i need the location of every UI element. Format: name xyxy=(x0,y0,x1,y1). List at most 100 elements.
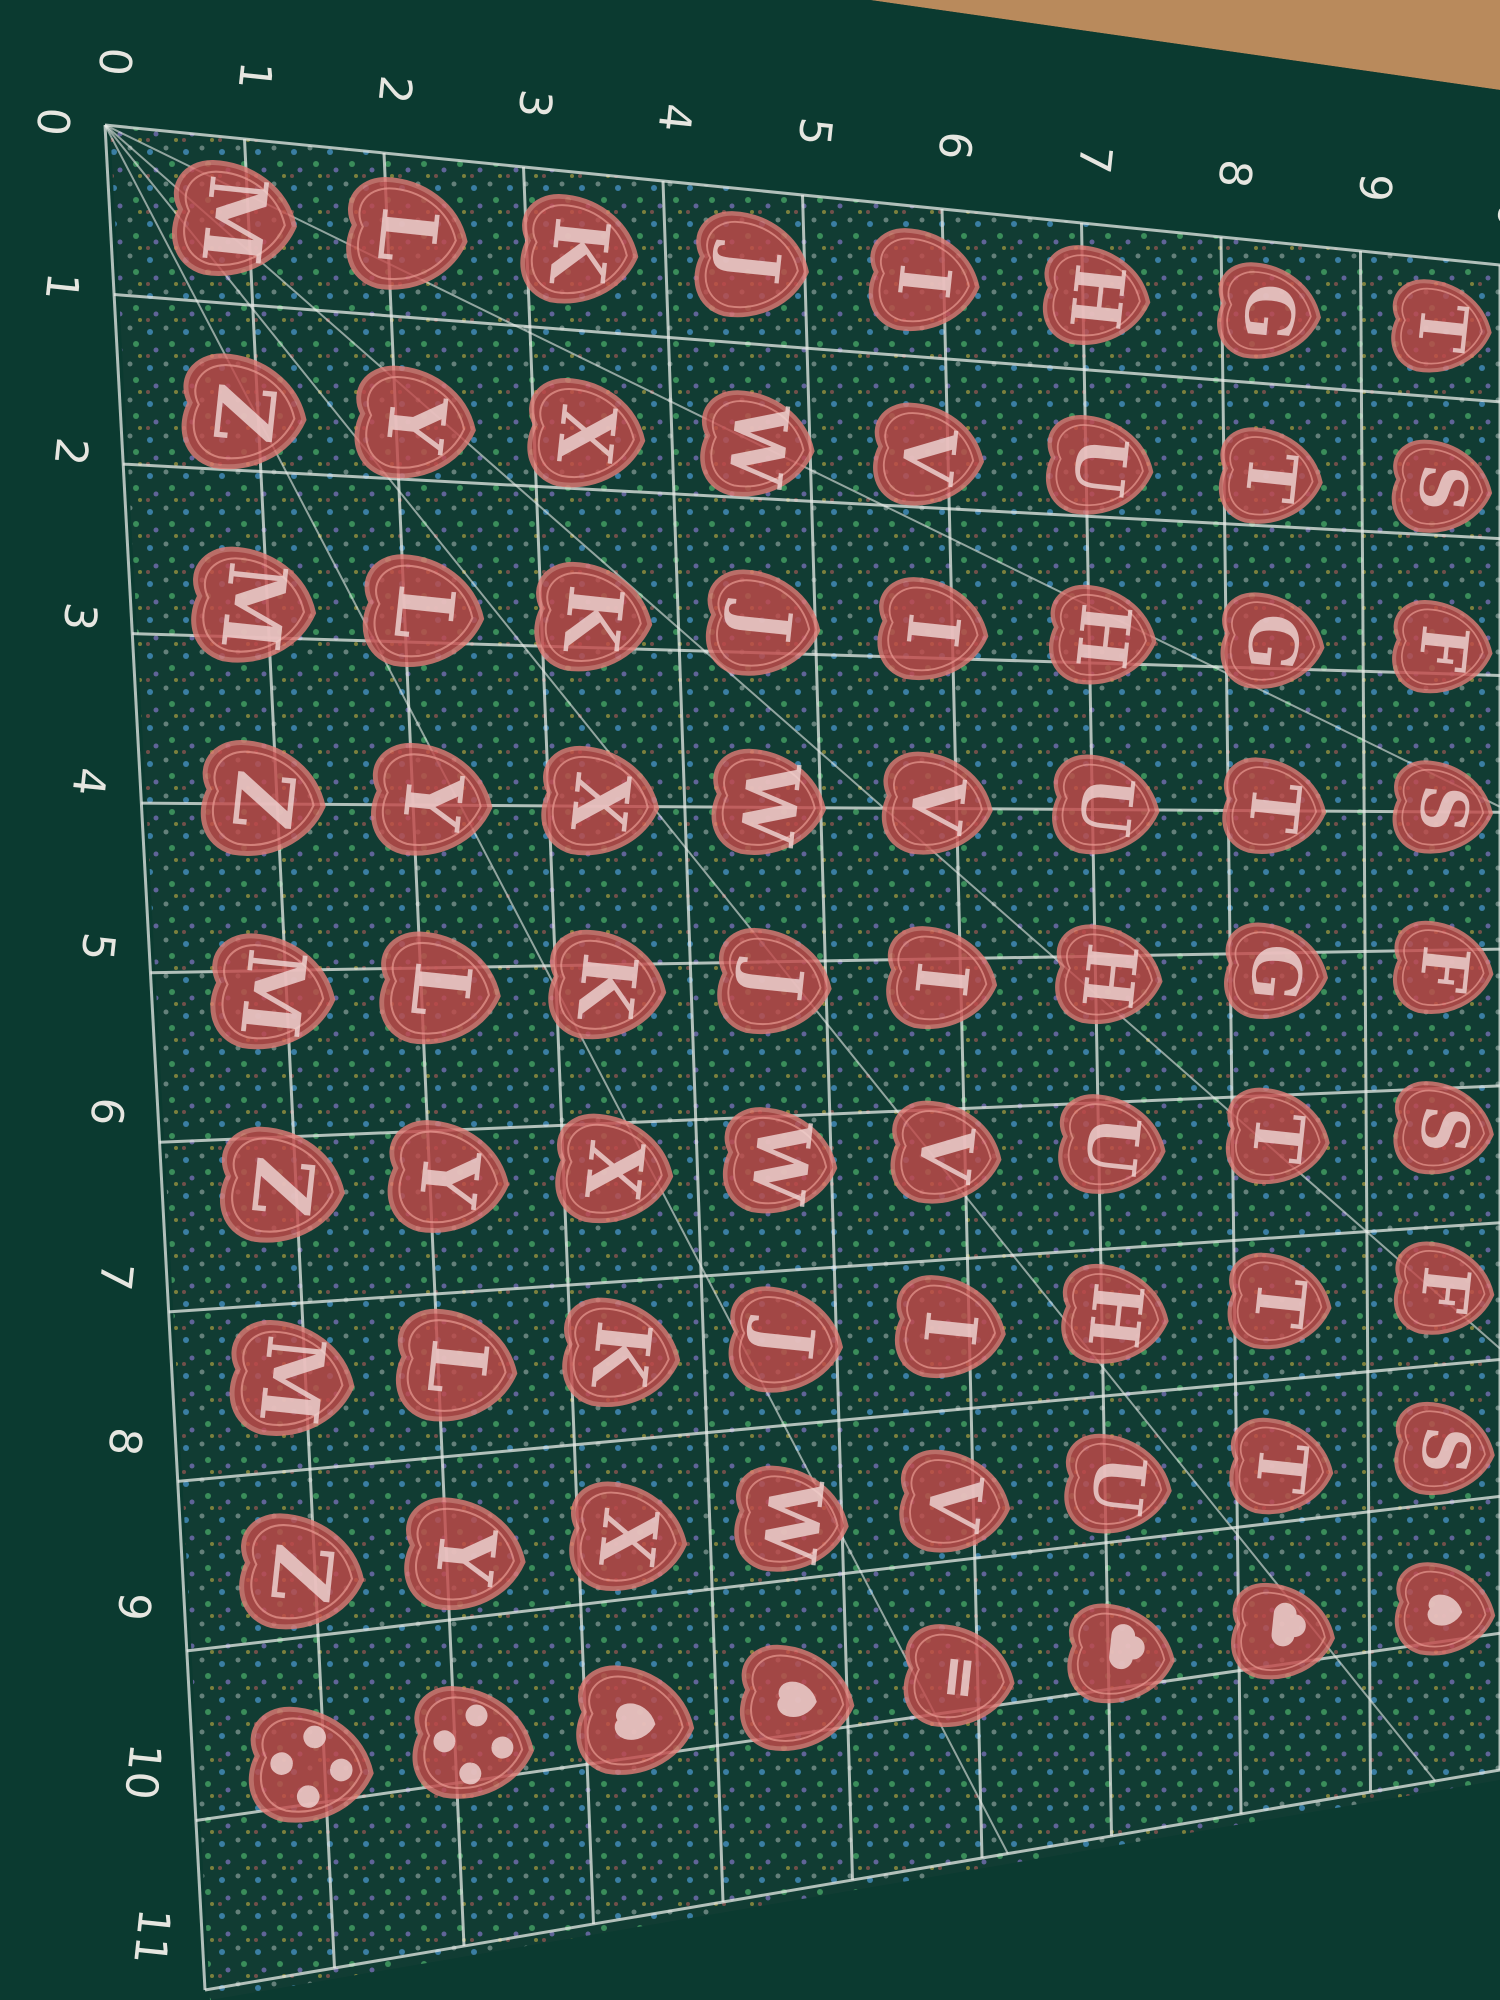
heart-sticker: J xyxy=(717,927,832,1035)
heart-sticker: T xyxy=(1227,1252,1332,1350)
heart-sticker: J xyxy=(694,211,809,318)
heart-sticker xyxy=(1394,1562,1496,1656)
sticker-letter: F xyxy=(1403,622,1482,675)
heart-sticker: M xyxy=(191,546,317,663)
heart-sticker: Z xyxy=(181,353,307,470)
sticker-letter: H xyxy=(1065,939,1152,1012)
heart-sticker: G xyxy=(1220,592,1325,689)
ruler-left-number: 5 xyxy=(71,930,125,963)
grid-line-horizontal xyxy=(177,1358,1500,1483)
sticker-letter: X xyxy=(581,1504,676,1572)
ruler-left-number: 11 xyxy=(123,1906,180,1967)
heart-sticker: J xyxy=(705,569,821,676)
heart-sticker: T xyxy=(1229,1417,1334,1515)
ruler-top-number: 8 xyxy=(1208,157,1262,190)
sticker-letter: Z xyxy=(233,1153,333,1221)
grid-line-vertical xyxy=(801,194,854,1881)
ruler-left-number: 10 xyxy=(114,1741,171,1802)
heart-sticker xyxy=(412,1686,534,1799)
flower-icon xyxy=(433,1704,514,1785)
heart-sticker: L xyxy=(362,554,485,667)
sticker-letter: Z xyxy=(214,766,314,834)
heart-sticker: Y xyxy=(387,1120,510,1233)
sticker-letter: Y xyxy=(400,1145,497,1212)
heart-sticker: W xyxy=(711,748,826,855)
ruler-left-number: 7 xyxy=(89,1260,143,1293)
heart-sticker: G xyxy=(1217,262,1322,359)
sticker-letter: S xyxy=(1404,1102,1483,1156)
flower-icon xyxy=(270,1725,353,1808)
heart-sticker: S xyxy=(1391,439,1493,533)
heart-sticker: Z xyxy=(239,1513,365,1630)
heart-sticker: U xyxy=(1064,1433,1172,1534)
heart-sticker: Z xyxy=(200,740,326,856)
ruler-top-number: 4 xyxy=(648,101,702,134)
heart-sticker: X xyxy=(541,745,660,856)
heart-sticker: L xyxy=(395,1308,518,1422)
sticker-letter: X xyxy=(553,769,648,837)
grid-line-horizontal xyxy=(186,1494,1500,1653)
sticker-letter: W xyxy=(733,1116,827,1210)
ruler-left-number: 4 xyxy=(62,765,116,798)
heart-sticker: X xyxy=(527,377,646,488)
sticker-letter: U xyxy=(1075,1451,1162,1519)
sticker-letter: Y xyxy=(367,391,464,458)
sticker-letter: L xyxy=(376,581,472,645)
sticker-letter: T xyxy=(1237,1109,1320,1166)
heart-sticker: H xyxy=(1061,1263,1169,1364)
heart-sticker: K xyxy=(562,1297,681,1407)
heart-sticker: U xyxy=(1058,1094,1166,1194)
sticker-letter: W xyxy=(744,1474,838,1568)
grid-line-horizontal xyxy=(168,1221,1500,1314)
heart-sticker: X xyxy=(555,1113,674,1224)
heart-sticker: T xyxy=(1222,757,1327,854)
heart-sticker: V xyxy=(890,1100,1002,1204)
sticker-letter: T xyxy=(1230,449,1313,506)
heart-sticker: H xyxy=(1042,245,1151,345)
sticker-letter: V xyxy=(893,772,983,838)
heart-sticker: W xyxy=(700,390,815,497)
ruler-left-number: 9 xyxy=(107,1590,161,1623)
sticker-letter: M xyxy=(241,1331,344,1429)
heart-sticker: Y xyxy=(354,365,476,479)
heart-sticker: K xyxy=(520,194,639,304)
heart-sticker: W xyxy=(734,1465,849,1572)
ruler-top-number: 9 xyxy=(1348,171,1402,204)
ruler-top: 0 1 2 3 4 5 6 7 8 9 10 xyxy=(88,45,1500,232)
sticker-letter: L xyxy=(409,1335,505,1399)
grid-line-horizontal xyxy=(204,1768,1500,1992)
heart-icon xyxy=(777,1681,817,1717)
heart-sticker: J xyxy=(728,1286,844,1393)
heart-sticker: S xyxy=(1392,760,1494,854)
heart-icon xyxy=(1427,1594,1463,1626)
sticker-letter: H xyxy=(1053,260,1140,333)
ruler-top-number: 5 xyxy=(788,115,842,148)
sticker-letter: G xyxy=(1234,940,1318,1005)
heart-sticker: U xyxy=(1052,754,1160,855)
heart-sticker xyxy=(248,1706,374,1823)
heart-sticker: K xyxy=(534,561,653,672)
heart-sticker: K xyxy=(548,929,667,1040)
sticker-letter: T xyxy=(1238,1274,1321,1331)
ruler-left: 0 1 2 3 4 5 6 7 8 9 10 11 xyxy=(26,105,180,1967)
heart-sticker: F xyxy=(1392,599,1493,694)
heart-sticker xyxy=(1231,1582,1336,1680)
heart-sticker: T xyxy=(1225,1087,1330,1184)
ruler-left-number: 6 xyxy=(80,1095,134,1128)
ruler-top-number: 2 xyxy=(368,73,422,106)
sticker-letter: K xyxy=(559,949,655,1026)
sticker-letter: M xyxy=(202,558,305,656)
heart-sticker: Y xyxy=(371,742,493,856)
sticker-letter: G xyxy=(1231,610,1315,675)
ruler-top-number: 0 xyxy=(88,45,142,78)
sticker-letter: M xyxy=(183,171,286,269)
heart-sticker: S xyxy=(1394,1401,1495,1495)
ruler-top-number: 3 xyxy=(508,87,562,120)
ruler-left-number: 3 xyxy=(53,600,107,633)
heart-sticker: T xyxy=(1218,427,1323,524)
ruler-left-number: 8 xyxy=(98,1425,152,1458)
sticker-letter: F xyxy=(1405,1263,1484,1316)
heart-sticker: I xyxy=(877,577,989,680)
equals-icon xyxy=(946,1658,972,1697)
